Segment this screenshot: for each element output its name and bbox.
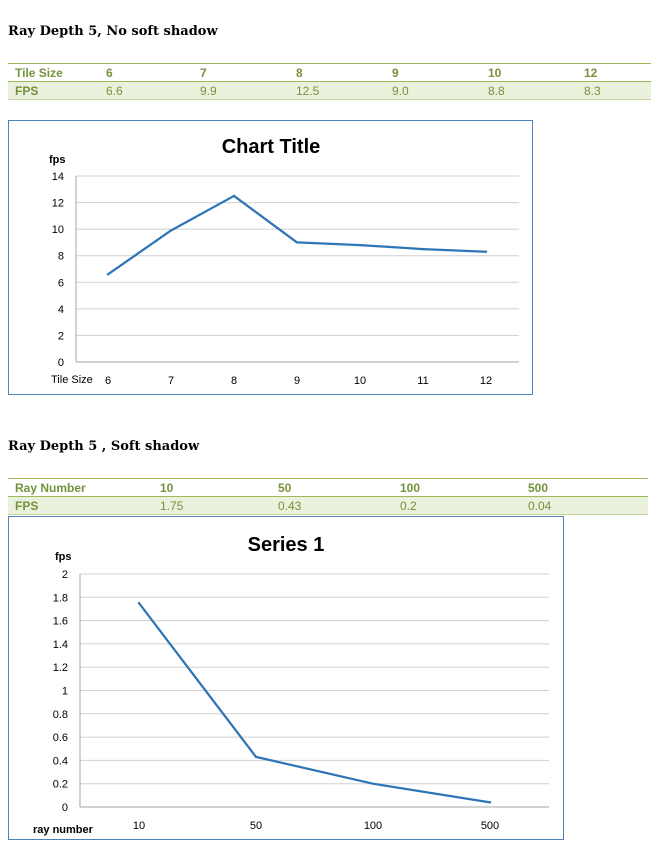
table-cell: Tile Size [8, 63, 106, 82]
y-tick-label: 8 [58, 251, 64, 263]
data-point [421, 247, 425, 251]
y-tick-label: 1.2 [53, 662, 68, 674]
y-tick-label: 0.2 [53, 779, 68, 791]
table-cell: 500 [528, 478, 648, 497]
table-cell: 0.2 [400, 496, 528, 515]
x-tick-label: 12 [480, 375, 492, 387]
table-cell: FPS [8, 496, 160, 515]
y-axis-label: fps [49, 154, 66, 166]
x-axis-label: Tile Size [51, 374, 93, 386]
series-line [107, 194, 487, 276]
table-cell: 9.0 [392, 81, 488, 100]
x-tick-label: 7 [168, 375, 174, 387]
table-cell: 12.5 [296, 81, 392, 100]
y-tick-label: 1.6 [53, 616, 68, 628]
series-line [138, 602, 491, 804]
table-cell: 10 [488, 63, 584, 82]
table-cell: 6.6 [106, 81, 200, 100]
table-row: FPS 6.6 9.9 12.5 9.0 8.8 8.3 [8, 81, 651, 100]
section-heading-no-soft-shadow: Ray Depth 5, No soft shadow [8, 24, 218, 39]
data-point [371, 782, 375, 785]
data-point [232, 194, 236, 198]
fps-by-ray-number-chart: Series 1 fps ray number 0 0.2 0.4 0.6 0.8 1 1.… [8, 516, 564, 840]
data-point [254, 755, 258, 759]
y-axis-label: fps [55, 551, 72, 563]
y-tick-label: 10 [52, 224, 64, 236]
y-tick-label: 1.8 [53, 592, 68, 604]
x-tick-label: 6 [105, 375, 111, 387]
data-point [295, 241, 299, 244]
y-tick-label: 2 [58, 330, 64, 342]
table-cell: 7 [200, 63, 296, 82]
ray-number-table: Ray Number 10 50 100 500 FPS 1.75 0.43 0… [8, 478, 648, 515]
y-tick-label: 0 [62, 802, 68, 814]
y-tick-label: 1 [62, 686, 68, 698]
x-tick-label: 100 [364, 820, 382, 832]
data-point [358, 243, 362, 247]
x-tick-label: 10 [354, 375, 366, 387]
y-tick-label: 12 [52, 198, 64, 210]
y-tick-label: 1.4 [53, 639, 68, 651]
table-cell: 12 [584, 63, 651, 82]
table-cell: 8.8 [488, 81, 584, 100]
data-point [169, 229, 173, 232]
table-row: FPS 1.75 0.43 0.2 0.04 [8, 496, 648, 515]
table-cell: 1.75 [160, 496, 278, 515]
data-point [488, 801, 492, 804]
x-axis-label: ray number [33, 824, 94, 836]
table-header-row: Ray Number 10 50 100 500 [8, 478, 648, 497]
fps-by-tile-size-chart: Chart Title fps Tile Size 0 2 4 6 8 10 12 14 6 7… [8, 120, 533, 395]
data-point [137, 601, 141, 605]
chart-title: Series 1 [248, 534, 325, 556]
x-tick-label: 8 [231, 375, 237, 387]
table-cell: FPS [8, 81, 106, 100]
table-cell: 8.3 [584, 81, 651, 100]
table-cell: 8 [296, 63, 392, 82]
table-cell: 10 [160, 478, 278, 497]
table-cell: 0.43 [278, 496, 400, 515]
x-tick-label: 500 [481, 820, 499, 832]
chart-1-svg: Chart Title fps Tile Size 0 2 4 6 8 10 12 14 6 7… [49, 136, 519, 387]
data-point [106, 273, 110, 276]
table-header-row: Tile Size 6 7 8 9 10 12 [8, 63, 651, 82]
y-tick-label: 0 [58, 357, 64, 369]
y-tick-label: 4 [58, 304, 64, 316]
x-tick-label: 10 [133, 820, 145, 832]
x-tick-label: 50 [250, 820, 262, 832]
y-tick-label: 6 [58, 277, 64, 289]
chart-title: Chart Title [222, 136, 321, 158]
y-tick-label: 0.8 [53, 709, 68, 721]
table-cell: 100 [400, 478, 528, 497]
y-tick-label: 14 [52, 171, 64, 183]
y-tick-label: 0.4 [53, 755, 68, 767]
tile-size-table: Tile Size 6 7 8 9 10 12 FPS 6.6 9.9 12.5… [8, 63, 651, 100]
table-cell: 9 [392, 63, 488, 82]
table-cell: 6 [106, 63, 200, 82]
chart-2-svg: Series 1 fps ray number 0 0.2 0.4 0.6 0.8 1 1.… [33, 534, 549, 836]
table-cell: Ray Number [8, 478, 160, 497]
x-tick-label: 11 [417, 375, 428, 387]
section-heading-soft-shadow: Ray Depth 5 , Soft shadow [8, 439, 200, 454]
y-tick-label: 0.6 [53, 732, 68, 744]
x-tick-label: 9 [294, 375, 300, 387]
table-cell: 50 [278, 478, 400, 497]
table-cell: 9.9 [200, 81, 296, 100]
data-point [484, 250, 488, 253]
y-tick-label: 2 [62, 569, 68, 581]
table-cell: 0.04 [528, 496, 648, 515]
